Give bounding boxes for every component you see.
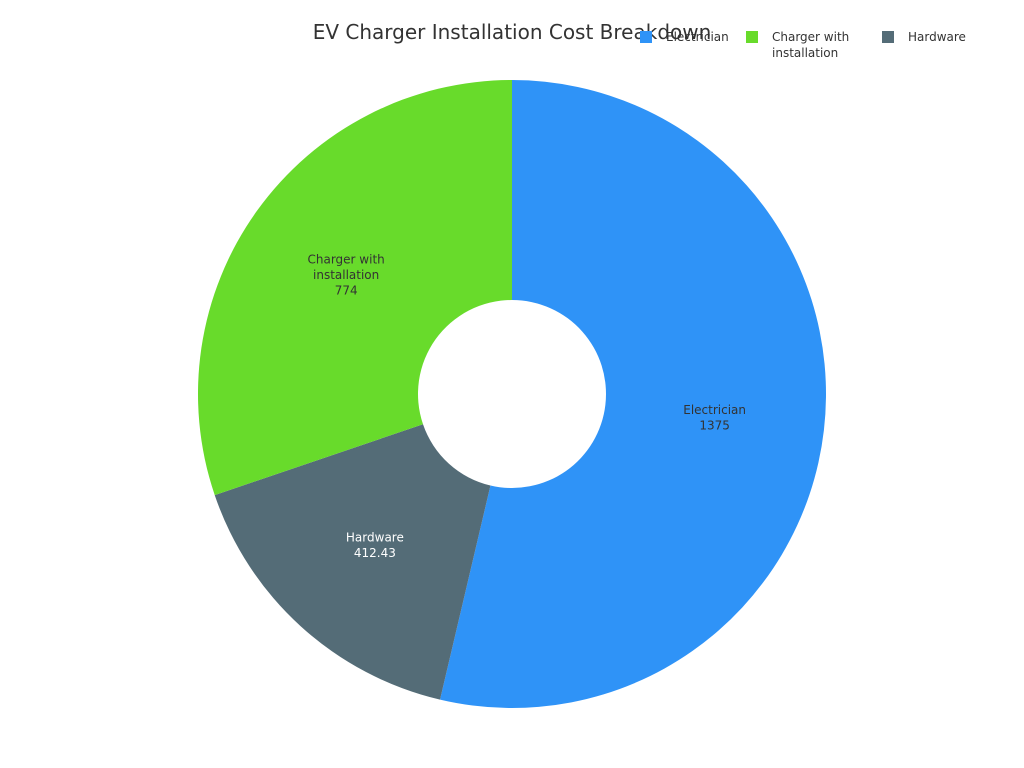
legend-swatch-electrician (640, 31, 652, 43)
slice-hardware[interactable] (214, 424, 491, 700)
slice-charger-with-installation[interactable] (197, 80, 512, 496)
legend-swatch-charger-with-installation (746, 31, 758, 43)
slice-label-charger-with-installation: Charger with installation 774 (308, 253, 385, 298)
legend: Electrician Charger with installation Ha… (640, 29, 998, 61)
slice-label-hardware: Hardware 412.43 (346, 530, 404, 560)
legend-swatch-hardware (882, 31, 894, 43)
legend-item-electrician[interactable]: Electrician (640, 29, 729, 45)
slice-label-electrician: Electrician 1375 (683, 403, 746, 433)
legend-label-charger-with-installation: Charger with installation (772, 30, 850, 60)
legend-label-electrician: Electrician (666, 30, 729, 44)
legend-item-hardware[interactable]: Hardware (882, 29, 978, 45)
legend-item-charger-with-installation[interactable]: Charger with installation (746, 29, 862, 61)
slice-electrician[interactable] (440, 80, 826, 708)
legend-label-hardware: Hardware (908, 30, 966, 44)
